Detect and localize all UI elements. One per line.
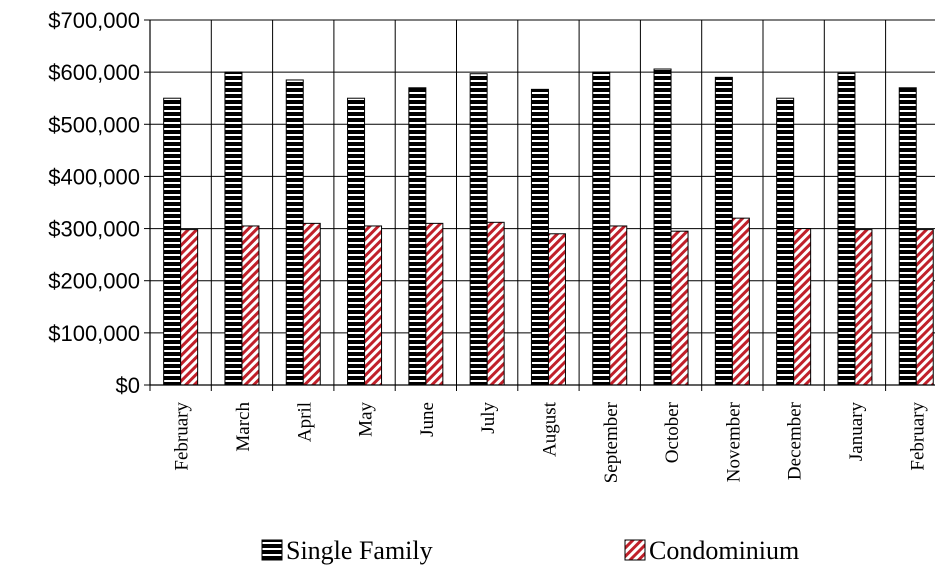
bar-single-family — [408, 87, 427, 386]
bar-single-family — [163, 97, 182, 386]
legend: Single Family Condominium — [261, 536, 799, 565]
legend-single-family-label: Single Family — [286, 536, 433, 565]
bar-single-family — [347, 97, 366, 386]
bar-single-family — [469, 73, 488, 386]
x-tick-label: April — [294, 402, 315, 442]
y-tick-labels: $0 $100,000 $200,000 $300,000 $400,000 $500,0… — [48, 8, 140, 398]
bar-condominium — [486, 221, 505, 386]
x-tick-label: February — [172, 402, 193, 471]
bar-single-family — [653, 68, 672, 386]
x-tick-label: November — [723, 401, 744, 482]
y-tick-label: $500,000 — [48, 112, 140, 137]
y-tick-label: $400,000 — [48, 164, 140, 189]
x-tick-label: June — [417, 402, 438, 437]
bar-condominium — [609, 225, 628, 386]
x-tick-label: October — [662, 401, 683, 463]
bar-single-family — [837, 72, 856, 386]
x-tick-label: August — [539, 401, 560, 457]
x-tick-label: July — [478, 402, 499, 434]
x-tick-label: September — [601, 401, 622, 483]
axes — [144, 19, 935, 391]
bar-condominium — [180, 229, 199, 386]
bar-condominium — [854, 229, 873, 386]
y-tick-label: $0 — [116, 373, 140, 398]
bar-condominium — [425, 222, 444, 386]
x-tick-label: February — [907, 402, 928, 471]
x-tick-label: March — [233, 402, 254, 452]
bar-single-family — [592, 71, 611, 386]
legend-condominium-swatch — [624, 539, 646, 561]
y-tick-label: $300,000 — [48, 217, 140, 242]
bar-single-family — [285, 79, 304, 386]
bar-condominium — [793, 228, 812, 386]
bar-condominium — [915, 229, 934, 386]
bar-single-family — [714, 76, 733, 386]
bar-condominium — [670, 230, 689, 386]
legend-condominium-label: Condominium — [649, 536, 799, 565]
bar-condominium — [241, 225, 260, 386]
bar-condominium — [731, 217, 750, 386]
bar-condominium — [302, 222, 321, 386]
bar-single-family — [898, 87, 917, 386]
x-tick-labels: February March April May June July August Septe… — [172, 401, 929, 483]
x-tick-label: May — [356, 402, 377, 437]
x-tick-label: January — [846, 402, 867, 462]
y-tick-label: $600,000 — [48, 60, 140, 85]
y-tick-label: $200,000 — [48, 269, 140, 294]
bar-condominium — [547, 233, 566, 386]
legend-single-family-swatch — [261, 539, 283, 561]
bar-condominium — [364, 225, 383, 386]
bar-single-family — [224, 71, 243, 386]
bars — [163, 68, 934, 386]
bar-single-family — [530, 88, 549, 386]
x-tick-label: December — [785, 401, 806, 480]
bar-single-family — [776, 97, 795, 386]
y-tick-label: $100,000 — [48, 321, 140, 346]
y-tick-label: $700,000 — [48, 8, 140, 33]
